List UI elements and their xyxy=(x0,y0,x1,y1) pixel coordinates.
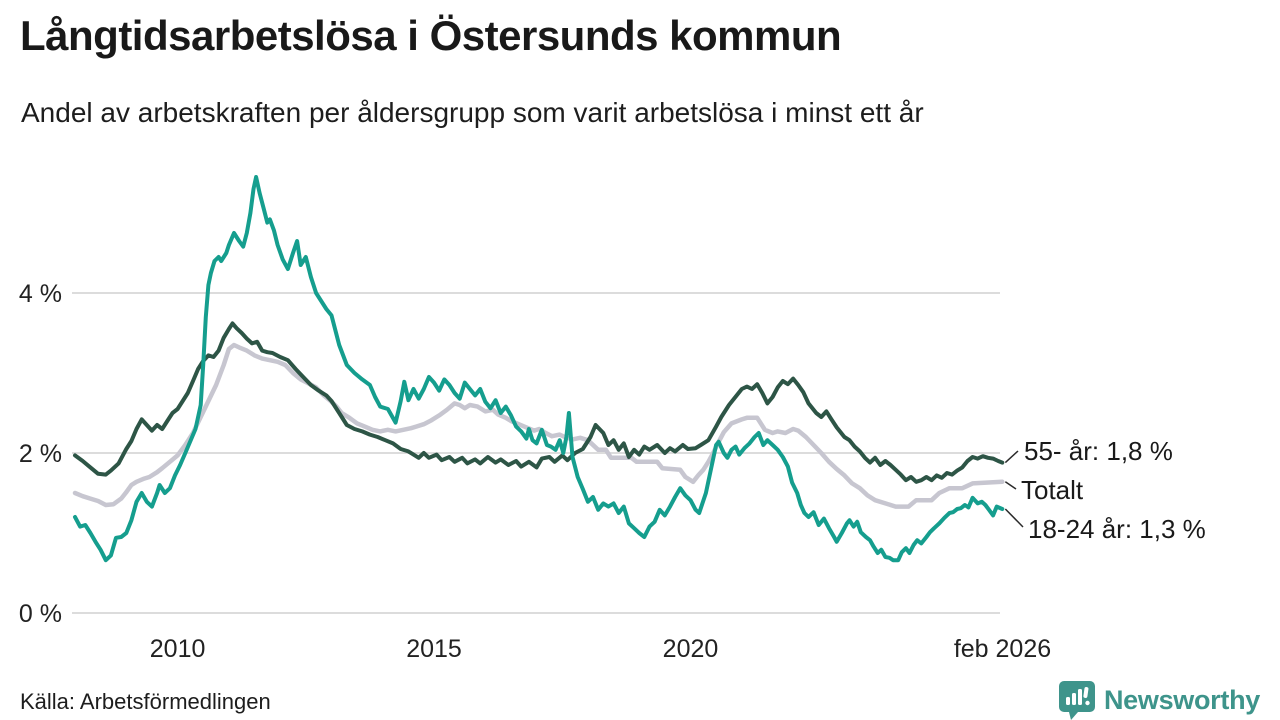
series-label-18-24-ar: 18-24 år: 1,3 % xyxy=(1028,514,1206,544)
series-label-totalt: Totalt xyxy=(1021,475,1084,505)
series-line-Totalt xyxy=(72,342,1005,509)
label-connector xyxy=(1004,450,1019,464)
series-line-18-24år xyxy=(73,175,1005,563)
x-tick-label: 2015 xyxy=(406,635,462,663)
y-tick-label: 0 % xyxy=(19,600,62,628)
series-label-55-ar: 55- år: 1,8 % xyxy=(1024,436,1173,466)
x-tick-label: 2020 xyxy=(663,635,719,663)
y-tick-label: 4 % xyxy=(19,280,62,308)
newsworthy-pin-icon xyxy=(1058,681,1095,720)
y-tick-label: 2 % xyxy=(19,440,62,468)
chart-title: Långtidsarbetslösa i Östersunds kommun xyxy=(20,12,842,59)
series-line-55-år xyxy=(73,321,1005,484)
chart-subtitle: Andel av arbetskraften per åldersgrupp s… xyxy=(21,97,924,128)
brand-logo: Newsworthy xyxy=(1058,680,1260,720)
brand-name: Newsworthy xyxy=(1103,684,1260,715)
source-attribution: Källa: Arbetsförmedlingen xyxy=(20,689,271,714)
x-tick-label: 2010 xyxy=(150,635,206,663)
x-tick-label: feb 2026 xyxy=(954,635,1051,663)
label-connector xyxy=(1004,481,1017,490)
label-connector xyxy=(1004,508,1024,528)
